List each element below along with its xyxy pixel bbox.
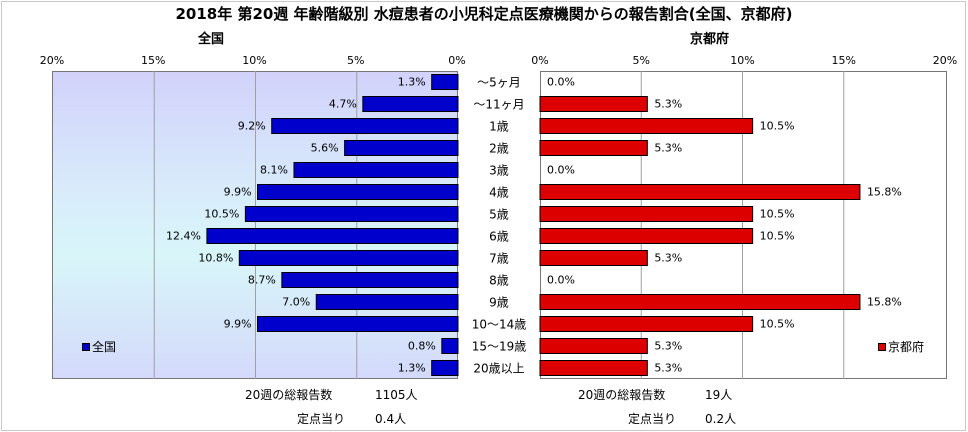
category-label: 4歳	[489, 185, 509, 200]
national-per-value: 0.4人	[375, 412, 407, 426]
kyoto-bar	[539, 96, 648, 112]
national-data-label: 5.6%	[310, 141, 339, 155]
kyoto-data-label: 10.5%	[759, 207, 795, 221]
national-legend: 全国	[82, 338, 116, 355]
kyoto-legend: 京都府	[878, 338, 924, 355]
national-bar	[271, 118, 459, 134]
national-legend-label: 全国	[92, 340, 117, 354]
kyoto-data-label: 10.5%	[759, 229, 795, 243]
national-data-label: 8.1%	[260, 163, 288, 177]
category-label: 20歳以上	[473, 361, 525, 376]
kyoto-bar	[539, 228, 754, 244]
national-data-label: 8.7%	[247, 273, 276, 287]
kyoto-tick-label: 10%	[730, 54, 755, 67]
category-label: ～11ヶ月	[473, 97, 525, 112]
category-label: ～5ヶ月	[477, 75, 521, 90]
national-tick-label: 20%	[39, 54, 65, 67]
category-label: 15～19歳	[471, 339, 527, 354]
kyoto-bar	[539, 206, 754, 222]
category-label: 3歳	[489, 163, 509, 178]
national-panel-title: 全国	[198, 32, 225, 47]
national-total-label: 20週の総報告数	[245, 388, 333, 402]
kyoto-bar	[539, 118, 754, 134]
national-bar	[281, 272, 459, 288]
kyoto-tick-label: 20%	[932, 54, 958, 67]
category-label: 1歳	[489, 119, 509, 134]
kyoto-data-label: 0.0%	[547, 163, 575, 177]
national-data-label: 1.3%	[397, 75, 426, 89]
kyoto-data-label: 10.5%	[759, 119, 795, 133]
category-label: 7歳	[489, 251, 509, 266]
kyoto-bar	[539, 316, 754, 332]
category-label: 8歳	[489, 273, 509, 288]
kyoto-bar	[539, 338, 648, 354]
national-tick-label: 0%	[448, 54, 466, 67]
national-bar	[206, 228, 459, 244]
kyoto-data-label: 5.3%	[654, 339, 683, 353]
category-label: 9歳	[489, 295, 509, 310]
national-bar	[238, 250, 459, 266]
kyoto-legend-swatch	[878, 342, 886, 351]
national-bar	[293, 162, 459, 178]
national-legend-swatch	[82, 342, 90, 351]
kyoto-data-label: 5.3%	[654, 141, 683, 155]
national-data-label: 9.9%	[223, 317, 252, 331]
national-data-label: 0.8%	[407, 339, 436, 353]
kyoto-bar	[539, 250, 648, 266]
kyoto-legend-label: 京都府	[888, 340, 925, 354]
national-bar	[431, 74, 459, 90]
national-bar	[441, 338, 459, 354]
kyoto-data-label: 5.3%	[654, 361, 683, 375]
national-total-value: 1105人	[375, 388, 418, 402]
national-data-label: 10.5%	[204, 207, 240, 221]
kyoto-total-value: 19人	[705, 388, 733, 402]
kyoto-total-label: 20週の総報告数	[578, 388, 666, 402]
national-bar	[344, 140, 459, 156]
kyoto-per-value: 0.2人	[705, 412, 737, 426]
kyoto-tick-label: 15%	[831, 54, 856, 67]
national-data-label: 9.2%	[237, 119, 266, 133]
kyoto-tick-label: 5%	[632, 54, 650, 67]
national-data-label: 4.7%	[328, 97, 357, 111]
kyoto-bar	[539, 294, 861, 310]
kyoto-panel-title: 京都府	[690, 32, 730, 47]
kyoto-per-label: 定点当り	[628, 412, 677, 426]
national-tick-label: 5%	[347, 54, 365, 67]
category-label: 2歳	[489, 141, 509, 156]
national-bar	[257, 316, 459, 332]
category-label: 6歳	[489, 229, 509, 244]
kyoto-tick-label: 0%	[531, 54, 549, 67]
national-per-label: 定点当り	[297, 412, 346, 426]
kyoto-data-label: 15.8%	[866, 295, 902, 309]
national-data-label: 7.0%	[282, 295, 311, 309]
kyoto-bar	[539, 140, 648, 156]
kyoto-data-label: 5.3%	[654, 251, 683, 265]
national-tick-label: 15%	[141, 54, 166, 67]
national-tick-label: 10%	[242, 54, 267, 67]
kyoto-data-label: 5.3%	[654, 97, 683, 111]
chart-title: 2018年 第20週 年齢階級別 水痘患者の小児科定点医療機関からの報告割合(全…	[175, 5, 793, 23]
kyoto-bar	[539, 360, 648, 376]
national-data-label: 10.8%	[198, 251, 234, 265]
national-bar	[257, 184, 459, 200]
kyoto-data-label: 10.5%	[759, 317, 795, 331]
category-label: 5歳	[489, 207, 509, 222]
kyoto-data-label: 0.0%	[547, 273, 575, 287]
national-data-label: 1.3%	[397, 361, 426, 375]
national-bar	[315, 294, 459, 310]
kyoto-data-label: 0.0%	[547, 75, 575, 89]
national-data-label: 12.4%	[165, 229, 201, 243]
national-bar	[362, 96, 459, 112]
category-label: 10～14歳	[471, 317, 527, 332]
kyoto-data-label: 15.8%	[866, 185, 902, 199]
kyoto-bar	[539, 184, 861, 200]
national-data-label: 9.9%	[223, 185, 252, 199]
national-bar	[244, 206, 459, 222]
national-bar	[431, 360, 459, 376]
